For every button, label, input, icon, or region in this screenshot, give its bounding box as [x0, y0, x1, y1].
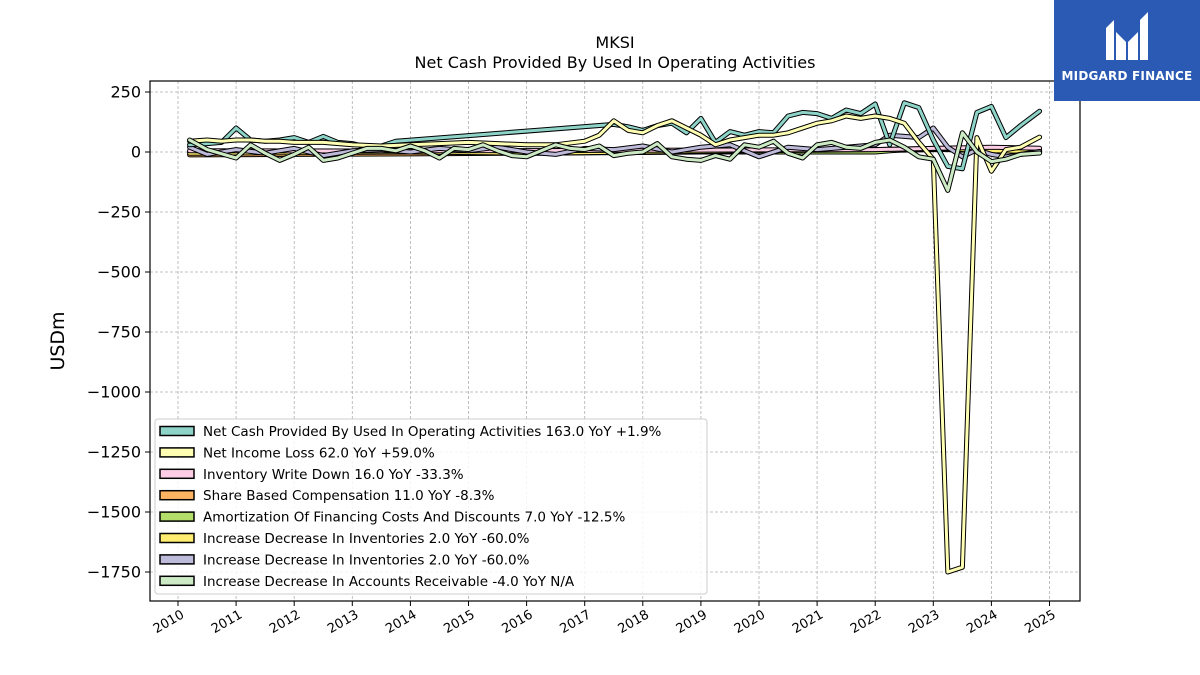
- legend-label: Amortization Of Financing Costs And Disc…: [203, 510, 625, 526]
- legend-swatch: [159, 425, 195, 437]
- series-stroke: [188, 126, 1042, 159]
- legend-label: Increase Decrease In Inventories 2.0 YoY…: [203, 552, 530, 568]
- legend-label: Net Cash Provided By Used In Operating A…: [203, 424, 662, 440]
- brand-logo: MIDGARD FINANCE: [1054, 0, 1200, 101]
- y-tick-label: −750: [97, 323, 141, 342]
- series-stroke: [188, 131, 1042, 192]
- legend-swatch: [159, 575, 195, 587]
- series-line-7: [187, 130, 1043, 193]
- plot-frame: [149, 80, 1081, 602]
- y-tick-label: 250: [110, 83, 141, 102]
- y-axis: 250 0 −250 −500 −750 −1000 −1250 −1500 −1750: [87, 83, 150, 582]
- y-tick-label: −500: [97, 263, 141, 282]
- legend-label: Increase Decrease In Inventories 2.0 YoY…: [203, 531, 530, 547]
- y-tick-label: −1000: [87, 383, 141, 402]
- legend-swatch: [159, 489, 195, 501]
- y-tick-label: −1500: [87, 503, 141, 522]
- y-tick-label: −1750: [87, 563, 141, 582]
- y-axis-label: USDm: [47, 311, 69, 370]
- legend: Net Cash Provided By Used In Operating A…: [154, 418, 708, 595]
- legend-swatch: [159, 511, 195, 522]
- series-line-6: [187, 125, 1043, 160]
- legend-swatch: [159, 468, 195, 480]
- legend-label: Inventory Write Down 16.0 YoY -33.3%: [203, 467, 464, 483]
- legend-label: Net Income Loss 62.0 YoY +59.0%: [203, 445, 435, 461]
- chart-title: MKSI: [595, 33, 634, 52]
- legend-swatch: [159, 554, 195, 565]
- legend-frame: [154, 418, 708, 595]
- y-tick-label: 0: [131, 143, 141, 162]
- y-tick-label: −250: [97, 203, 141, 222]
- legend-label: Share Based Compensation 11.0 YoY -8.3%: [203, 488, 495, 504]
- legend-label: Increase Decrease In Accounts Receivable…: [203, 574, 575, 590]
- series-lines: [187, 100, 1043, 575]
- chart-subtitle: Net Cash Provided By Used In Operating A…: [415, 53, 816, 72]
- legend-swatch: [159, 447, 195, 458]
- y-tick-label: −1250: [87, 443, 141, 462]
- series-stroke: [188, 114, 1042, 574]
- brand-name: MIDGARD FINANCE: [1061, 69, 1193, 83]
- midgard-logo-icon: [1106, 12, 1148, 60]
- series-line-1: [187, 113, 1043, 575]
- legend-swatch: [159, 532, 195, 544]
